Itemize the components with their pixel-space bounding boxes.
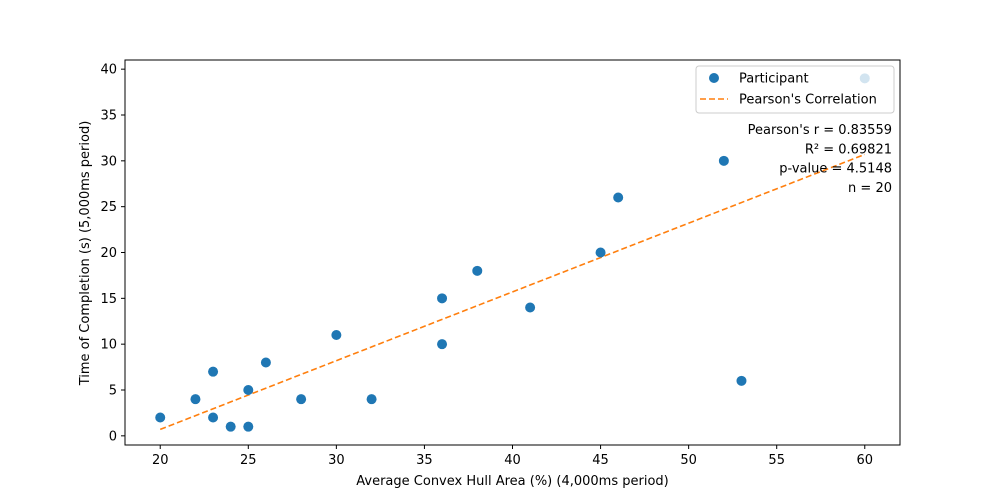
data-points-layer xyxy=(155,73,870,432)
data-point xyxy=(208,412,219,423)
y-tick-label: 30 xyxy=(100,154,117,169)
y-tick-label: 40 xyxy=(100,63,117,78)
data-point xyxy=(296,394,307,405)
data-point xyxy=(260,357,271,368)
data-point xyxy=(472,265,483,276)
data-point xyxy=(225,421,236,432)
data-point xyxy=(437,339,448,350)
plot-frame xyxy=(124,59,901,446)
data-point xyxy=(243,421,254,432)
data-point xyxy=(718,155,729,166)
stat-annotation: p-value = 4.5148 xyxy=(779,162,892,177)
x-axis: 20 25 30 35 40 45 50 55 60 xyxy=(152,445,873,468)
y-tick-label: 20 xyxy=(100,246,117,261)
legend-label-participant: Participant xyxy=(739,72,809,87)
x-tick-label: 55 xyxy=(768,453,785,468)
x-tick-label: 40 xyxy=(504,453,521,468)
y-tick-label: 0 xyxy=(109,429,117,444)
y-axis: 0 5 10 15 20 25 30 35 40 xyxy=(100,63,125,444)
data-point xyxy=(208,366,219,377)
data-point xyxy=(366,394,377,405)
stat-annotation: Pearson's r = 0.83559 xyxy=(748,123,892,138)
y-tick-label: 10 xyxy=(100,338,117,353)
data-point xyxy=(243,385,254,395)
stats-annotations: Pearson's r = 0.83559 R² = 0.69821 p-value… xyxy=(748,123,892,196)
data-point xyxy=(331,330,342,340)
data-point xyxy=(736,375,747,386)
x-tick-label: 25 xyxy=(240,453,257,468)
stat-annotation: R² = 0.69821 xyxy=(805,142,892,157)
y-tick-label: 5 xyxy=(109,384,117,399)
y-axis-label: Time of Completion (s) (5,000ms period) xyxy=(78,121,93,387)
data-point xyxy=(190,394,201,405)
legend-label-correlation: Pearson's Correlation xyxy=(739,93,877,108)
x-tick-label: 50 xyxy=(680,453,697,468)
x-tick-label: 45 xyxy=(592,453,609,468)
plot-area xyxy=(124,59,901,446)
legend-box xyxy=(695,65,895,114)
x-tick-label: 20 xyxy=(152,453,169,468)
data-point xyxy=(595,247,606,258)
stat-annotation: n = 20 xyxy=(848,181,892,196)
y-tick-label: 35 xyxy=(100,109,117,124)
data-point xyxy=(155,412,166,423)
legend: Participant Pearson's Correlation xyxy=(695,65,895,114)
data-point xyxy=(525,302,536,313)
data-point xyxy=(437,293,448,304)
regression-line xyxy=(159,153,866,431)
x-tick-label: 60 xyxy=(856,453,873,468)
regression-line-layer xyxy=(159,153,866,431)
legend-marker-participant xyxy=(709,73,719,83)
x-tick-label: 30 xyxy=(328,453,345,468)
y-tick-label: 25 xyxy=(100,200,117,215)
y-tick-label: 15 xyxy=(100,292,117,307)
x-axis-label: Average Convex Hull Area (%) (4,000ms pe… xyxy=(356,474,668,489)
data-point xyxy=(613,192,624,203)
x-tick-label: 35 xyxy=(416,453,433,468)
